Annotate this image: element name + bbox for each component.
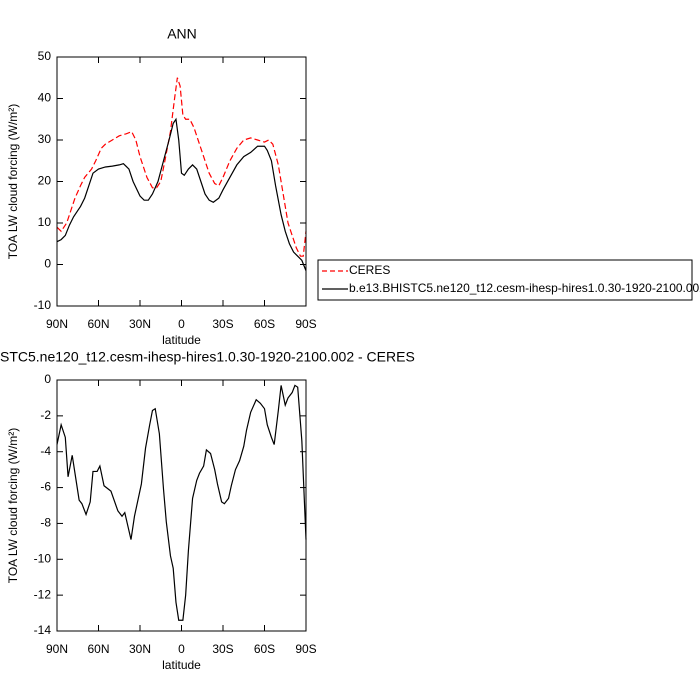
- y-axis-label: TOA LW cloud forcing (W/m²): [6, 104, 20, 260]
- x-tick-label: 90N: [46, 317, 68, 331]
- chart-title: ANN: [167, 26, 197, 42]
- y-tick-label: 0: [44, 372, 51, 386]
- x-tick-label: 0: [178, 642, 185, 656]
- plot-frame: [56, 56, 307, 307]
- x-tick-label: 30N: [129, 642, 151, 656]
- y-tick-label: 20: [38, 174, 52, 188]
- x-tick-label: 60N: [87, 642, 109, 656]
- x-tick-label: 30S: [212, 642, 233, 656]
- legend-label: CERES: [349, 263, 390, 277]
- x-tick-label: 90N: [46, 642, 68, 656]
- legend-frame: [317, 259, 693, 301]
- y-tick-label: 50: [38, 49, 52, 63]
- plot-frame: [56, 379, 307, 632]
- y-tick-label: -10: [34, 298, 52, 312]
- x-tick-label: 60N: [87, 317, 109, 331]
- y-axis-label: TOA LW cloud forcing (W/m²): [6, 428, 20, 584]
- y-tick-label: 40: [38, 91, 52, 105]
- y-tick-label: -6: [40, 480, 51, 494]
- data-line: [56, 77, 307, 257]
- x-tick-label: 30S: [212, 317, 233, 331]
- y-tick-label: -10: [34, 551, 52, 565]
- x-tick-label: 90S: [295, 317, 316, 331]
- y-tick-label: 30: [38, 132, 52, 146]
- x-tick-label: 90S: [295, 642, 316, 656]
- y-tick-label: -12: [34, 587, 52, 601]
- y-tick-label: -2: [40, 408, 51, 422]
- y-tick-label: -4: [40, 444, 51, 458]
- y-tick-label: -14: [34, 623, 52, 637]
- y-tick-label: 10: [38, 215, 52, 229]
- x-tick-label: 60S: [254, 642, 275, 656]
- chart-title: STC5.ne120_t12.cesm-ihesp-hires1.0.30-19…: [0, 349, 415, 365]
- x-tick-label: 60S: [254, 317, 275, 331]
- x-axis-label: latitude: [162, 333, 201, 347]
- x-tick-label: 30N: [129, 317, 151, 331]
- legend-label: b.e13.BHISTC5.ne120_t12.cesm-ihesp-hires…: [349, 281, 700, 295]
- x-tick-label: 0: [178, 317, 185, 331]
- data-line: [56, 384, 307, 621]
- y-tick-label: -8: [40, 516, 51, 530]
- y-tick-label: 0: [44, 257, 51, 271]
- data-line: [56, 117, 307, 271]
- x-axis-label: latitude: [162, 658, 201, 672]
